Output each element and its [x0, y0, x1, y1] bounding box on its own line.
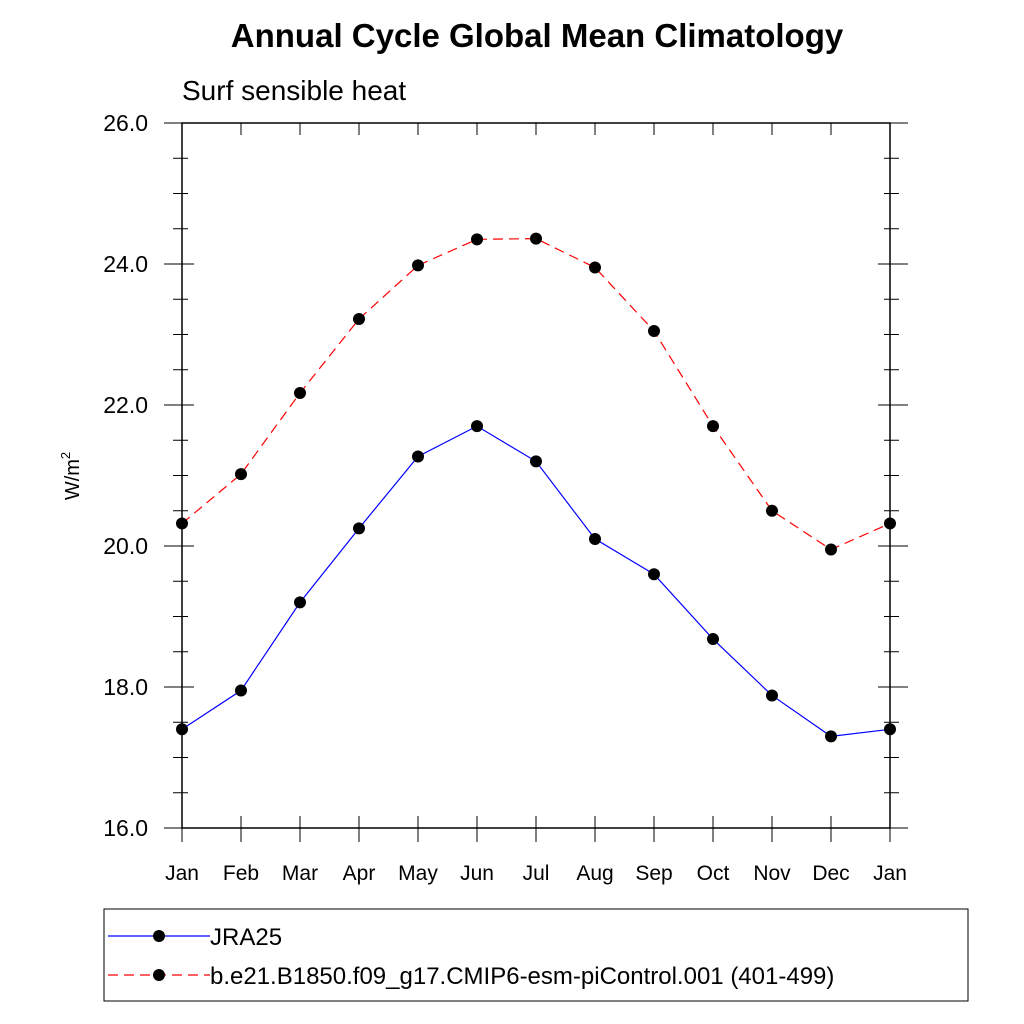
series-1-point — [648, 324, 660, 337]
series-1-point — [235, 468, 247, 481]
x-tick-label: Jul — [523, 862, 550, 885]
y-axis-label-superscript: 2 — [58, 452, 73, 459]
y-axis-label-base: W/m — [62, 459, 84, 500]
x-tick-label: Feb — [223, 862, 259, 885]
legend: JRA25 b.e21.B1850.f09_g17.CMIP6-esm-piCon… — [103, 908, 969, 1002]
series-1-point — [294, 387, 306, 400]
y-tick-label: 24.0 — [103, 251, 148, 277]
legend-marker — [153, 930, 165, 942]
y-tick-label: 18.0 — [103, 674, 148, 700]
series-1-point — [530, 232, 542, 245]
series-0-point — [294, 596, 306, 609]
series-1-point — [353, 312, 365, 325]
legend-label: JRA25 — [210, 924, 282, 951]
x-tick-label: Jun — [460, 862, 494, 885]
x-tick-label: Apr — [343, 862, 376, 885]
series-1-point — [412, 259, 424, 272]
series-0-point — [235, 684, 247, 697]
plot-frame — [181, 122, 891, 829]
legend-item: b.e21.B1850.f09_g17.CMIP6-esm-piControl.… — [108, 963, 834, 990]
chart-subtitle: Surf sensible heat — [182, 75, 406, 106]
series-0-point — [412, 450, 424, 463]
series-0-point — [353, 522, 365, 535]
y-tick-label: 16.0 — [103, 815, 148, 841]
x-tick-label: Oct — [697, 862, 730, 885]
series-line-0 — [181, 425, 891, 737]
x-tick-label: Mar — [282, 862, 318, 885]
axis-ticks: Jan Feb Mar Apr May Jun Jul Aug Sep Oct Nov Dec Jan 1… — [103, 110, 908, 885]
series-1-point — [589, 261, 601, 274]
x-tick-label: Jan — [873, 862, 907, 885]
legend-item: JRA25 — [108, 924, 282, 951]
series-0-point — [707, 633, 719, 646]
x-tick-label: Aug — [576, 862, 613, 885]
x-tick-label: Sep — [635, 862, 672, 885]
x-tick-label: Dec — [812, 862, 849, 885]
x-tick-label: May — [398, 862, 438, 885]
y-tick-label: 22.0 — [103, 392, 148, 418]
series-0-point — [648, 568, 660, 581]
series-1-point — [707, 420, 719, 433]
series-0-point — [589, 532, 601, 545]
series-0-point — [825, 730, 837, 743]
x-tick-label: Jan — [165, 862, 199, 885]
svg-text:W/m2: W/m2 — [58, 452, 84, 500]
series-1-point — [471, 233, 483, 246]
y-tick-label: 26.0 — [103, 110, 148, 136]
series-1-point — [825, 543, 837, 556]
series-layer — [176, 232, 896, 743]
legend-label: b.e21.B1850.f09_g17.CMIP6-esm-piControl.… — [210, 963, 834, 990]
chart-title: Annual Cycle Global Mean Climatology — [231, 17, 844, 54]
series-0-point — [530, 455, 542, 468]
series-1-point — [766, 504, 778, 517]
series-0-point — [766, 689, 778, 702]
y-axis-label: W/m2 — [58, 452, 84, 500]
x-tick-label: Nov — [753, 862, 791, 885]
legend-marker — [153, 969, 165, 981]
series-line-1 — [181, 238, 891, 551]
y-tick-label: 20.0 — [103, 533, 148, 559]
series-0-point — [471, 420, 483, 433]
legend-box — [103, 908, 969, 1002]
